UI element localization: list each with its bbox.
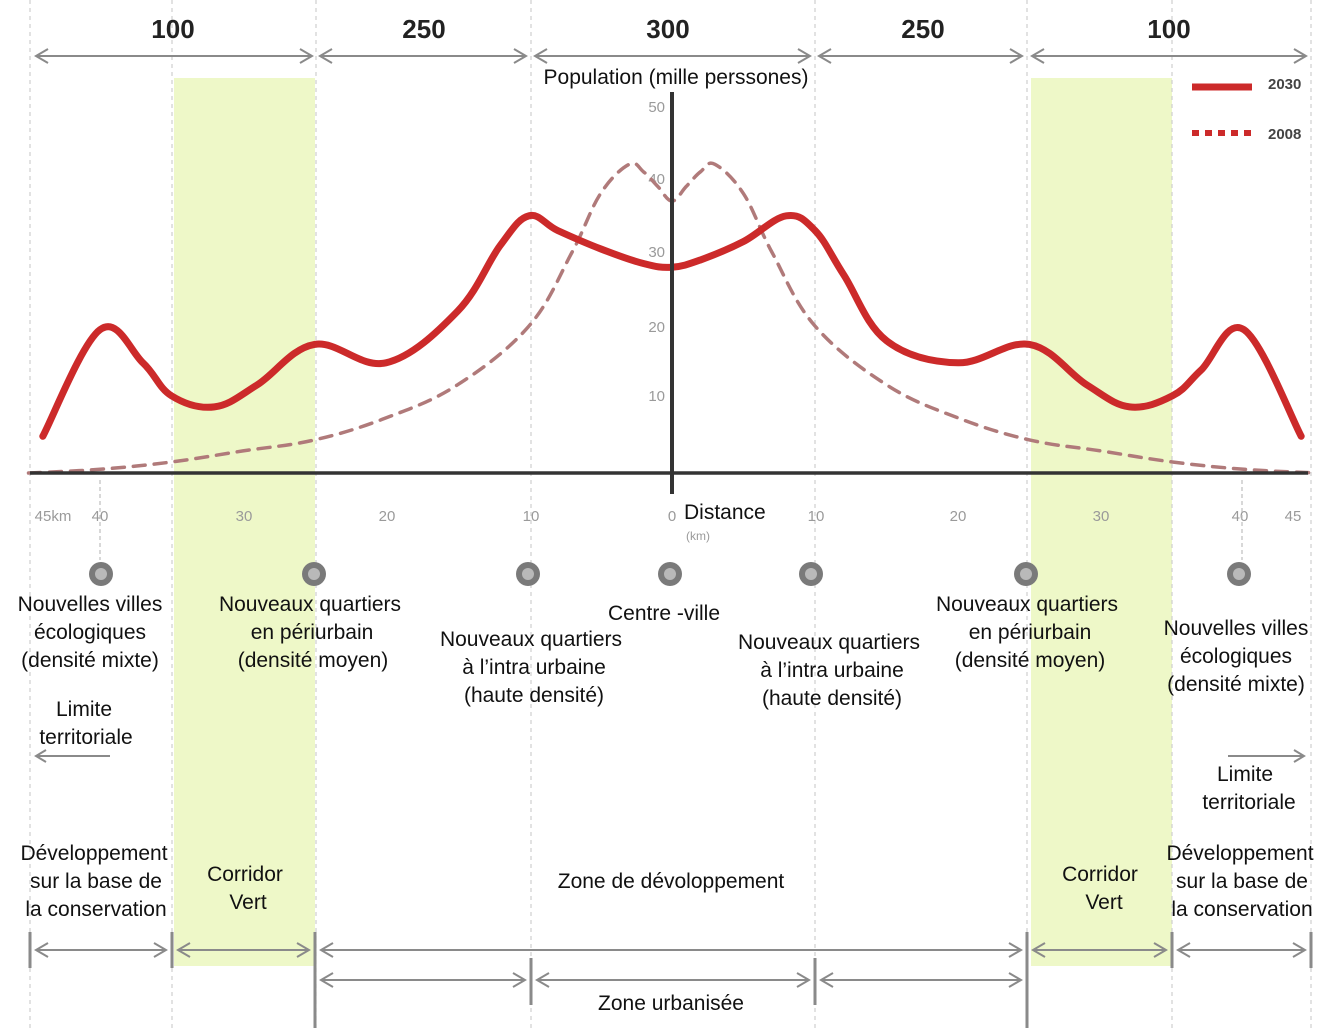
svg-text:Corridor: Corridor	[207, 863, 283, 886]
svg-text:à l’intra urbaine: à l’intra urbaine	[760, 659, 904, 682]
segment-value-3: 300	[646, 14, 689, 44]
svg-text:(densité moyen): (densité moyen)	[238, 649, 389, 672]
x-tick-30-left: 30	[236, 508, 253, 525]
span-conservation-right	[1178, 943, 1305, 957]
top-arrow-3	[535, 49, 810, 63]
svg-text:Nouveaux quartiers: Nouveaux quartiers	[936, 593, 1118, 616]
marker-centre-icon	[658, 562, 682, 586]
span-urban-2	[537, 973, 809, 987]
svg-text:sur la base de: sur la base de	[30, 870, 162, 893]
y-ticks: 50 40 30 20 10	[648, 99, 665, 405]
top-segment-arrows	[36, 49, 1306, 63]
marker-intra-left-icon	[516, 562, 540, 586]
svg-text:sur la base de: sur la base de	[1176, 870, 1308, 893]
span-development	[321, 943, 1021, 957]
svg-text:Nouveaux quartiers: Nouveaux quartiers	[440, 628, 622, 651]
svg-text:Corridor: Corridor	[1062, 863, 1138, 886]
label-periurban-right: Nouveaux quartiers en périurbain (densit…	[936, 593, 1118, 672]
limit-right: Limite territoriale	[1202, 750, 1304, 814]
svg-text:la conservation: la conservation	[1171, 898, 1312, 921]
label-development-zone: Zone de dévoloppement	[558, 870, 785, 893]
x-tick-45km-left: 45km	[35, 508, 72, 525]
marker-intra-right-icon	[799, 562, 823, 586]
svg-text:(densité moyen): (densité moyen)	[955, 649, 1106, 672]
svg-text:en périurbain: en périurbain	[251, 621, 374, 644]
label-intra-right: Nouveaux quartiers à l’intra urbaine (ha…	[738, 631, 920, 710]
x-axis-unit: (km)	[686, 529, 710, 543]
label-conservation-left: Développement sur la base de la conserva…	[20, 842, 167, 921]
svg-text:Limite: Limite	[1217, 763, 1273, 786]
x-axis-title: Distance	[684, 501, 766, 524]
x-tick-30-right: 30	[1093, 508, 1110, 525]
label-centre: Centre -ville	[608, 602, 720, 625]
label-new-towns-right: Nouvelles villes écologiques (densité mi…	[1164, 617, 1309, 696]
label-intra-left: Nouveaux quartiers à l’intra urbaine (ha…	[440, 628, 622, 707]
marker-new-towns-right-icon	[1227, 562, 1251, 586]
marker-new-towns-left-icon	[89, 562, 113, 586]
svg-text:Nouvelles villes: Nouvelles villes	[1164, 617, 1309, 640]
svg-text:(haute densité): (haute densité)	[762, 687, 902, 710]
svg-text:Développement: Développement	[20, 842, 167, 865]
svg-text:Développement: Développement	[1166, 842, 1313, 865]
x-tick-10-right: 10	[808, 508, 825, 525]
span-urban-1	[321, 973, 525, 987]
top-arrow-4	[819, 49, 1022, 63]
svg-text:la conservation: la conservation	[25, 898, 166, 921]
svg-text:écologiques: écologiques	[34, 621, 146, 644]
svg-text:territoriale: territoriale	[1202, 791, 1295, 814]
legend-2008-label: 2008	[1268, 126, 1301, 143]
x-tick-20-left: 20	[379, 508, 396, 525]
svg-text:Vert: Vert	[229, 891, 267, 914]
y-tick-50: 50	[648, 99, 665, 116]
svg-text:territoriale: territoriale	[39, 726, 132, 749]
legend-2030-label: 2030	[1268, 76, 1301, 93]
svg-text:Nouvelles villes: Nouvelles villes	[18, 593, 163, 616]
x-tick-10-left: 10	[523, 508, 540, 525]
segment-value-5: 100	[1147, 14, 1190, 44]
svg-text:écologiques: écologiques	[1180, 645, 1292, 668]
svg-text:Nouveaux quartiers: Nouveaux quartiers	[738, 631, 920, 654]
x-tick-20-right: 20	[950, 508, 967, 525]
svg-text:à l’intra urbaine: à l’intra urbaine	[462, 656, 606, 679]
y-tick-30: 30	[648, 244, 665, 261]
top-arrow-1	[36, 49, 312, 63]
segment-value-2: 250	[402, 14, 445, 44]
y-tick-20: 20	[648, 319, 665, 336]
svg-text:(densité mixte): (densité mixte)	[21, 649, 159, 672]
span-urban-3	[821, 973, 1021, 987]
legend: 2030 2008	[1192, 76, 1301, 143]
segment-value-1: 100	[151, 14, 194, 44]
marker-periurban-right-icon	[1014, 562, 1038, 586]
limit-left: Limite territoriale	[36, 698, 133, 762]
x-tick-45-right: 45	[1285, 508, 1302, 525]
top-arrow-5	[1032, 49, 1306, 63]
x-tick-0: 0	[668, 508, 676, 525]
label-new-towns-left: Nouvelles villes écologiques (densité mi…	[18, 593, 163, 672]
svg-text:(haute densité): (haute densité)	[464, 684, 604, 707]
x-tick-40-right: 40	[1232, 508, 1249, 525]
svg-text:(densité mixte): (densité mixte)	[1167, 673, 1305, 696]
svg-text:Limite: Limite	[56, 698, 112, 721]
svg-text:en périurbain: en périurbain	[969, 621, 1092, 644]
marker-periurban-left-icon	[302, 562, 326, 586]
label-conservation-right: Développement sur la base de la conserva…	[1166, 842, 1313, 921]
segment-value-4: 250	[901, 14, 944, 44]
y-tick-10: 10	[648, 388, 665, 405]
y-axis-title: Population (mille perssones)	[544, 66, 809, 89]
span-conservation-left	[36, 943, 166, 957]
svg-text:Vert: Vert	[1085, 891, 1123, 914]
label-urbanized-zone: Zone urbanisée	[598, 992, 744, 1015]
svg-text:Nouveaux quartiers: Nouveaux quartiers	[219, 593, 401, 616]
top-arrow-2	[320, 49, 526, 63]
